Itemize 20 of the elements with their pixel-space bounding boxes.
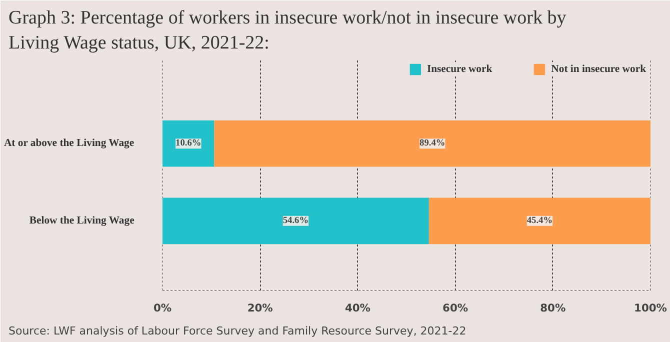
bar (162, 198, 429, 244)
x-tick-label: 60% (442, 302, 468, 314)
data-label: 89.4% (420, 138, 446, 149)
legend-label: Not in insecure work (551, 64, 646, 74)
x-tick-label: 0% (153, 302, 172, 314)
legend-label: Insecure work (426, 64, 492, 74)
x-tick-label: 100% (634, 302, 668, 314)
y-tick-label: At or above the Living Wage (4, 138, 134, 150)
bar (428, 198, 650, 244)
data-label: 45.4% (526, 216, 553, 226)
bar (162, 120, 214, 167)
source-note: Source: LWF analysis of Labour Force Survey and Family Resource Survey, 2021-22 (8, 324, 466, 338)
x-tick-label: 80% (540, 302, 566, 314)
x-tick-label: 20% (247, 302, 274, 314)
data-label: 54.6% (282, 216, 309, 226)
data-label: 10.6% (176, 138, 202, 149)
x-tick-label: 40% (344, 302, 371, 314)
chart-title: Graph 3: Percentage of workers in insecure work/not in insecure work by Living Wage status, UK, 2021-22: (8, 7, 567, 54)
bar (214, 120, 650, 167)
y-tick-label: Below the Living Wage (29, 215, 135, 226)
